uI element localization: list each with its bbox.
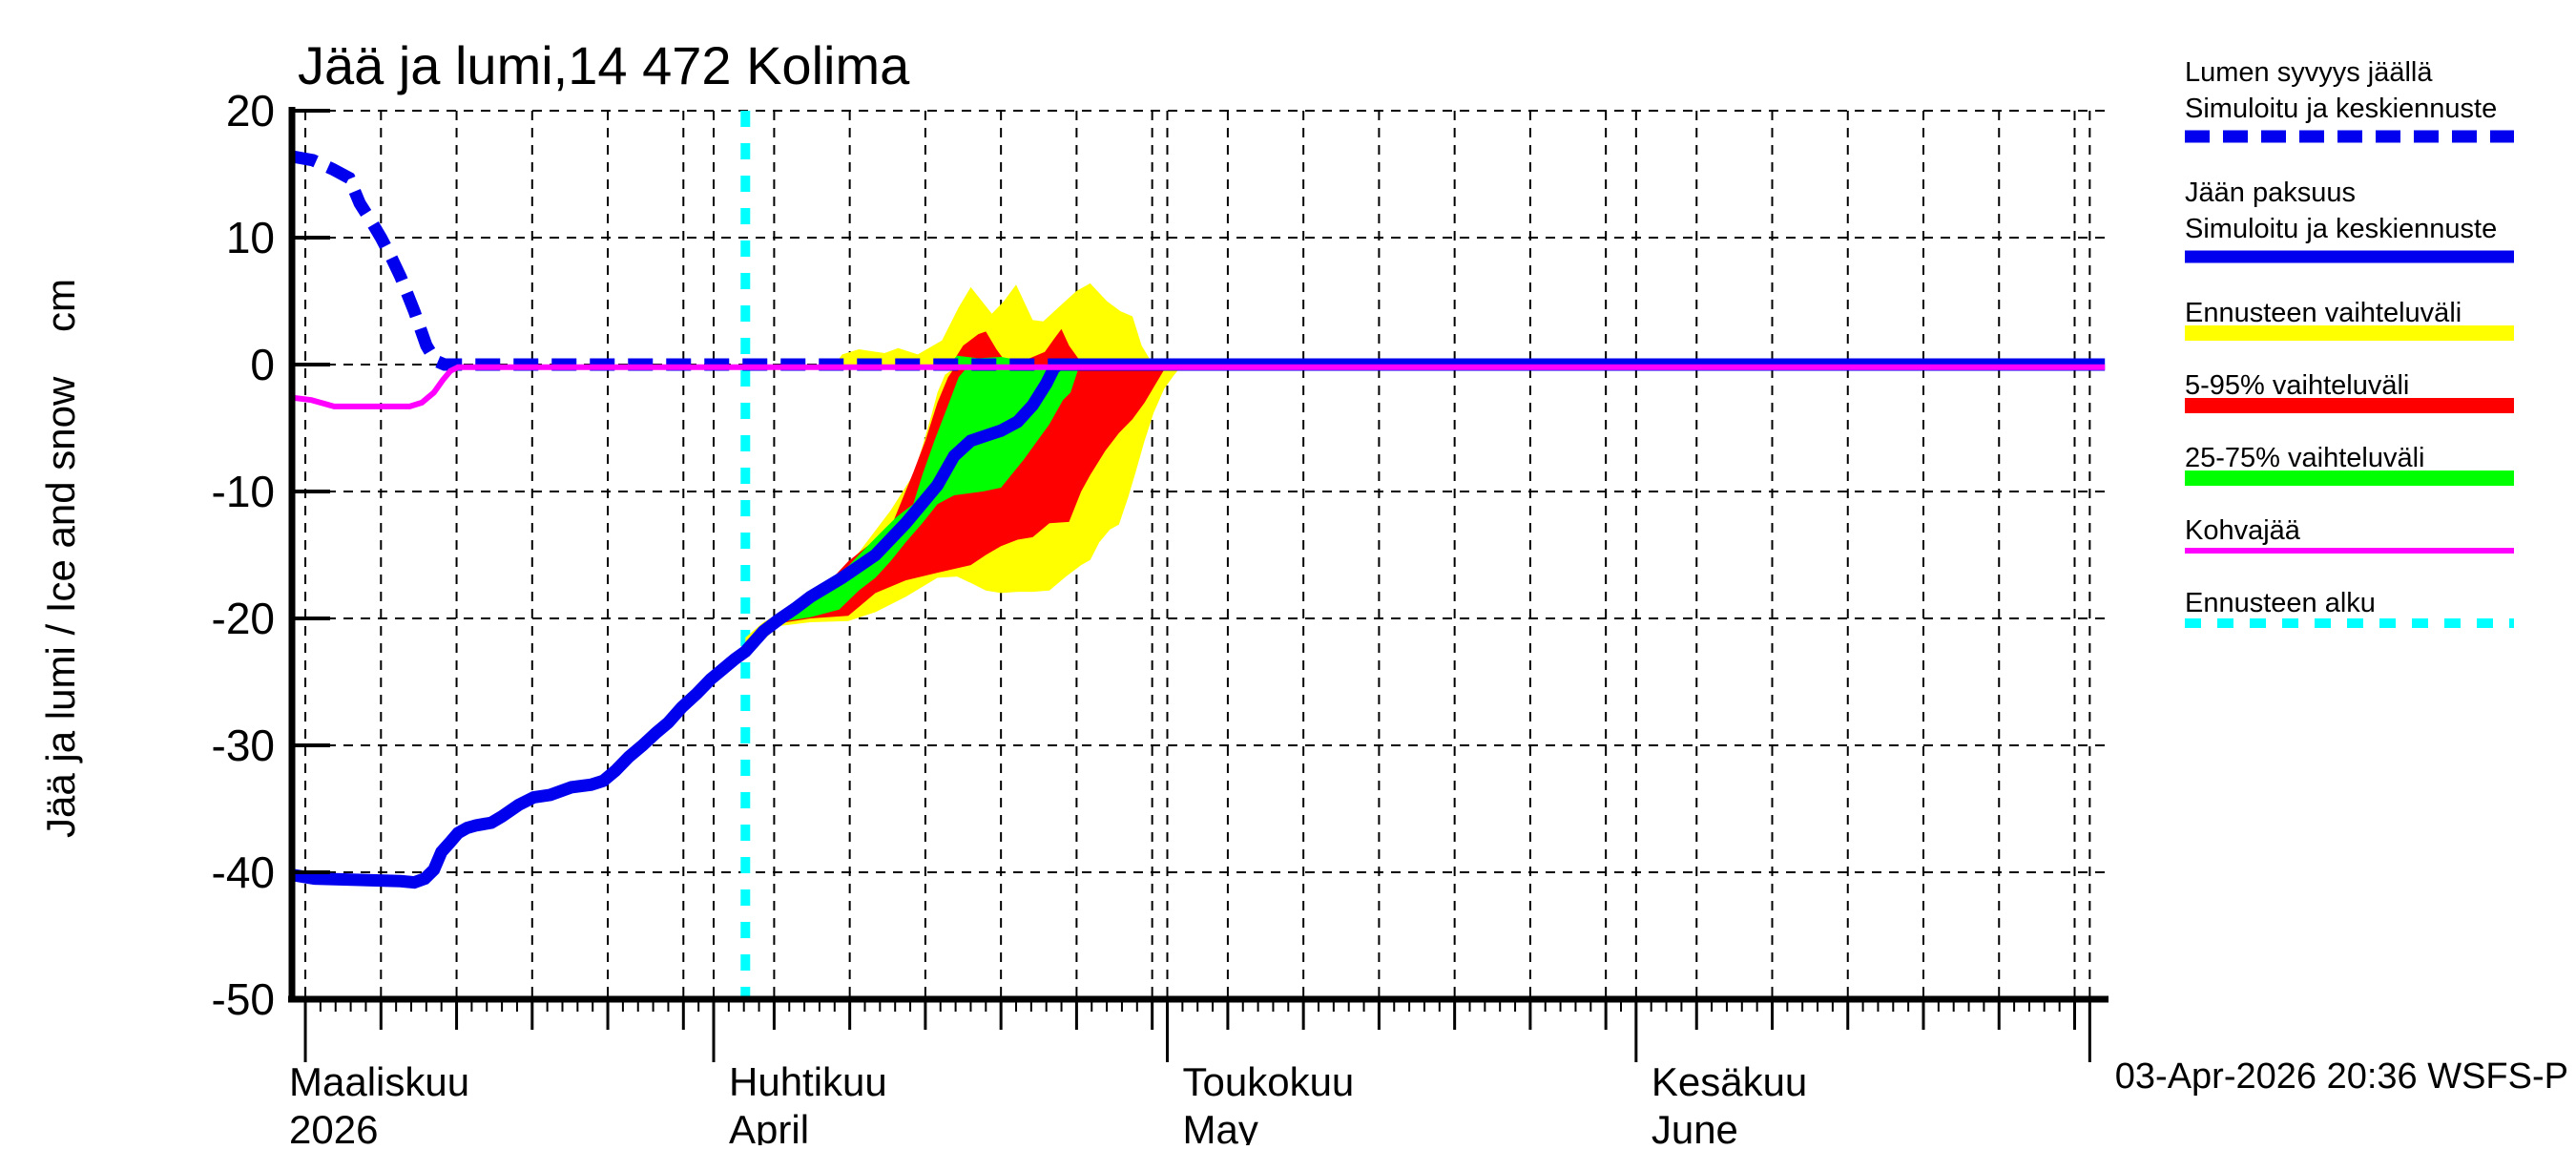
y-axis-label: Jää ja lumi / Ice and snow cm [38, 279, 83, 838]
timestamp-label: 03-Apr-2026 20:36 WSFS-P [2115, 1056, 2568, 1097]
snow-depth-line [290, 150, 2106, 371]
legend-entry-label: Jään paksuus [2185, 178, 2356, 208]
x-month-label-en: June [1652, 1107, 1738, 1145]
legend-entry-label: Lumen syvyys jäällä [2185, 57, 2433, 88]
y-tick-label: -30 [212, 721, 275, 770]
y-tick-label: -10 [212, 467, 275, 516]
legend: Lumen syvyys jäällä Simuloitu ja keskienn… [2185, 57, 2514, 628]
legend-entry-label: Ennusteen vaihteluväli [2185, 298, 2462, 328]
y-tick-label: -50 [212, 974, 275, 1024]
x-month-label-en: April [729, 1107, 809, 1145]
legend-entry-label: 5-95% vaihteluväli [2185, 370, 2409, 401]
y-tick-label: 10 [226, 213, 275, 262]
y-tick-label: -20 [212, 594, 275, 643]
legend-entry-label: Ennusteen alku [2185, 588, 2376, 618]
x-month-label-fi: Toukokuu [1183, 1059, 1355, 1104]
y-tick-label: 20 [226, 86, 275, 136]
x-month-label-fi: Maaliskuu [289, 1059, 469, 1104]
x-month-label-fi: Huhtikuu [729, 1059, 887, 1104]
axes [288, 107, 2109, 1062]
y-tick-label: -40 [212, 847, 275, 897]
legend-entry-label: 25-75% vaihteluväli [2185, 443, 2424, 473]
x-month-label-fi: Kesäkuu [1652, 1059, 1807, 1104]
x-month-label-en: May [1183, 1107, 1258, 1145]
x-month-label-en: 2026 [289, 1107, 378, 1145]
legend-entry-label: Simuloitu ja keskiennuste [2185, 94, 2497, 124]
legend-entry-label: Simuloitu ja keskiennuste [2185, 214, 2497, 244]
band-range-snow [834, 282, 1180, 365]
ice-thickness-line [290, 358, 2106, 889]
y-tick-label: 0 [250, 340, 275, 389]
legend-entry-label: Kohvajää [2185, 515, 2301, 546]
chart-title: Jää ja lumi,14 472 Kolima [298, 35, 910, 95]
gridlines [292, 110, 2106, 1000]
kohvajaa-line [291, 364, 2106, 409]
data-series [290, 150, 2106, 889]
band-5-95-snow [950, 328, 1165, 365]
